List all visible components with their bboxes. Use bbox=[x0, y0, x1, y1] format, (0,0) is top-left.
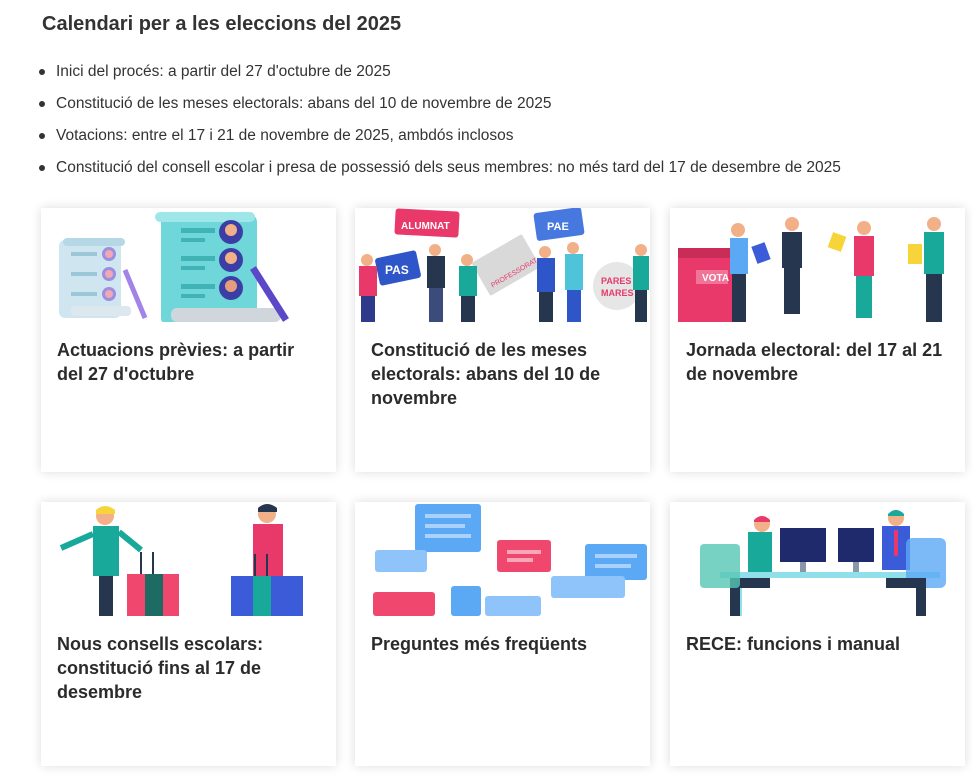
sign-pares: PARES bbox=[601, 276, 631, 286]
sign-pas: PAS bbox=[385, 263, 409, 277]
card-title: Nous consells escolars: constitució fins… bbox=[57, 634, 264, 702]
card-title: Actuacions prèvies: a partir del 27 d'oc… bbox=[57, 340, 295, 384]
office-desk-illustration bbox=[670, 502, 965, 616]
calendar-item: Votacions: entre el 17 i 21 de novembre … bbox=[38, 120, 958, 152]
calendar-item: Constitució de les meses electorals: aba… bbox=[38, 88, 958, 120]
sign-pae: PAE bbox=[547, 221, 569, 233]
card-jornada-electoral[interactable]: VOTA Jornada electoral: del 17 al 21 de … bbox=[670, 208, 965, 472]
card-title: RECE: funcions i manual bbox=[686, 634, 901, 654]
card-title: Jornada electoral: del 17 al 21 de novem… bbox=[686, 340, 943, 384]
calendar-item: Constitució del consell escolar i presa … bbox=[38, 152, 958, 184]
groups-signs-illustration: ALUMNAT PAS PROFESSORAT PAE PARES MARES bbox=[355, 208, 650, 322]
sign-mares: MARES bbox=[601, 288, 634, 298]
podium-speakers-illustration bbox=[41, 502, 336, 616]
ballot-box-illustration: VOTA bbox=[670, 208, 965, 322]
sign-alumnat: ALUMNAT bbox=[401, 221, 450, 232]
card-title: Constitució de les meses electorals: aba… bbox=[371, 340, 601, 408]
card-preguntes-frequents[interactable]: Preguntes més freqüents bbox=[355, 502, 650, 766]
card-nous-consells[interactable]: Nous consells escolars: constitució fins… bbox=[41, 502, 336, 766]
calendar-item: Inici del procés: a partir del 27 d'octu… bbox=[38, 56, 958, 88]
card-actuacions-previes[interactable]: Actuacions prèvies: a partir del 27 d'oc… bbox=[41, 208, 336, 472]
documents-list-illustration bbox=[41, 208, 336, 322]
calendar-list: Inici del procés: a partir del 27 d'octu… bbox=[38, 56, 958, 184]
card-title: Preguntes més freqüents bbox=[371, 634, 588, 654]
page-title: Calendari per a les eleccions del 2025 bbox=[42, 13, 402, 35]
card-meses-electorals[interactable]: ALUMNAT PAS PROFESSORAT PAE PARES MARES … bbox=[355, 208, 650, 472]
ballot-label: VOTA bbox=[702, 273, 729, 284]
card-rece[interactable]: RECE: funcions i manual bbox=[670, 502, 965, 766]
chat-bubbles-illustration bbox=[355, 502, 650, 616]
